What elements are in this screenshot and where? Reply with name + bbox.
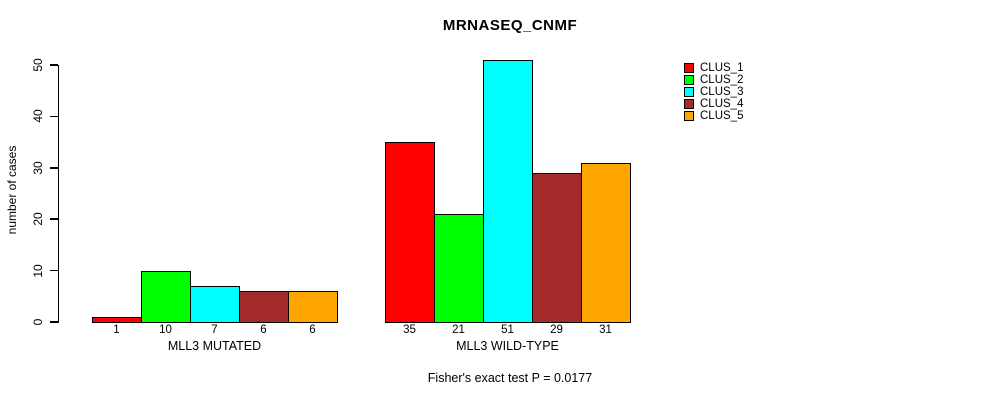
- chart-title: MRNASEQ_CNMF: [442, 17, 578, 34]
- legend-item-clus_5: CLUS_5: [684, 110, 743, 122]
- bar-clus_3-1: [190, 286, 240, 323]
- bar-value-label: 7: [211, 324, 218, 336]
- y-tick-label: 20: [31, 212, 45, 226]
- y-tick: [49, 64, 58, 66]
- y-tick-label: 0: [31, 318, 45, 326]
- bar-clus_5-2: [581, 162, 631, 323]
- fisher-test-label: Fisher's exact test P = 0.0177: [427, 371, 593, 385]
- bar-clus_4-2: [532, 172, 582, 323]
- bar-value-label: 10: [159, 324, 172, 336]
- bar-value-label: 31: [599, 324, 612, 336]
- y-tick: [49, 218, 58, 220]
- bar-clus_5-1: [288, 291, 338, 323]
- y-tick-label: 30: [31, 161, 45, 175]
- y-tick: [49, 321, 58, 323]
- y-tick: [49, 115, 58, 118]
- legend-label: CLUS_2: [700, 74, 744, 86]
- bar-value-label: 29: [550, 324, 563, 336]
- legend-swatch: [684, 63, 694, 73]
- bar-clus_4-1: [239, 291, 289, 323]
- legend-swatch: [684, 111, 694, 121]
- legend-label: CLUS_1: [700, 62, 744, 74]
- bar-value-label: 6: [260, 324, 267, 336]
- bar-clus_1-1: [92, 316, 142, 323]
- bar-value-label: 21: [452, 324, 465, 336]
- y-tick: [49, 167, 58, 169]
- y-tick-label: 50: [31, 58, 45, 72]
- category-label: MLL3 WILD-TYPE: [456, 339, 559, 353]
- bar-value-label: 51: [501, 324, 514, 336]
- legend-item-clus_2: CLUS_2: [684, 74, 743, 86]
- legend-item-clus_3: CLUS_3: [684, 86, 743, 98]
- bar-clus_3-2: [483, 59, 533, 323]
- legend-swatch: [684, 87, 694, 97]
- legend-label: CLUS_3: [700, 86, 744, 98]
- bar-value-label: 35: [403, 324, 416, 336]
- bar-value-label: 1: [113, 324, 120, 336]
- legend-item-clus_4: CLUS_4: [684, 98, 743, 110]
- bar-clus_2-1: [141, 270, 191, 323]
- y-axis-line: [57, 65, 59, 323]
- y-axis-label: number of cases: [5, 145, 19, 235]
- bar-clus_2-2: [434, 214, 484, 323]
- y-tick-label: 10: [31, 263, 45, 278]
- legend-swatch: [684, 99, 694, 109]
- legend: CLUS_1 CLUS_2 CLUS_3 CLUS_4 CLUS_5: [684, 62, 743, 122]
- bar-clus_1-2: [385, 142, 435, 323]
- legend-item-clus_1: CLUS_1: [684, 62, 743, 74]
- legend-swatch: [684, 75, 694, 85]
- category-label: MLL3 MUTATED: [167, 339, 262, 353]
- bar-value-label: 6: [309, 324, 316, 336]
- legend-label: CLUS_4: [700, 98, 744, 110]
- legend-label: CLUS_5: [700, 110, 744, 122]
- y-tick-label: 40: [31, 109, 45, 124]
- y-tick: [49, 269, 58, 272]
